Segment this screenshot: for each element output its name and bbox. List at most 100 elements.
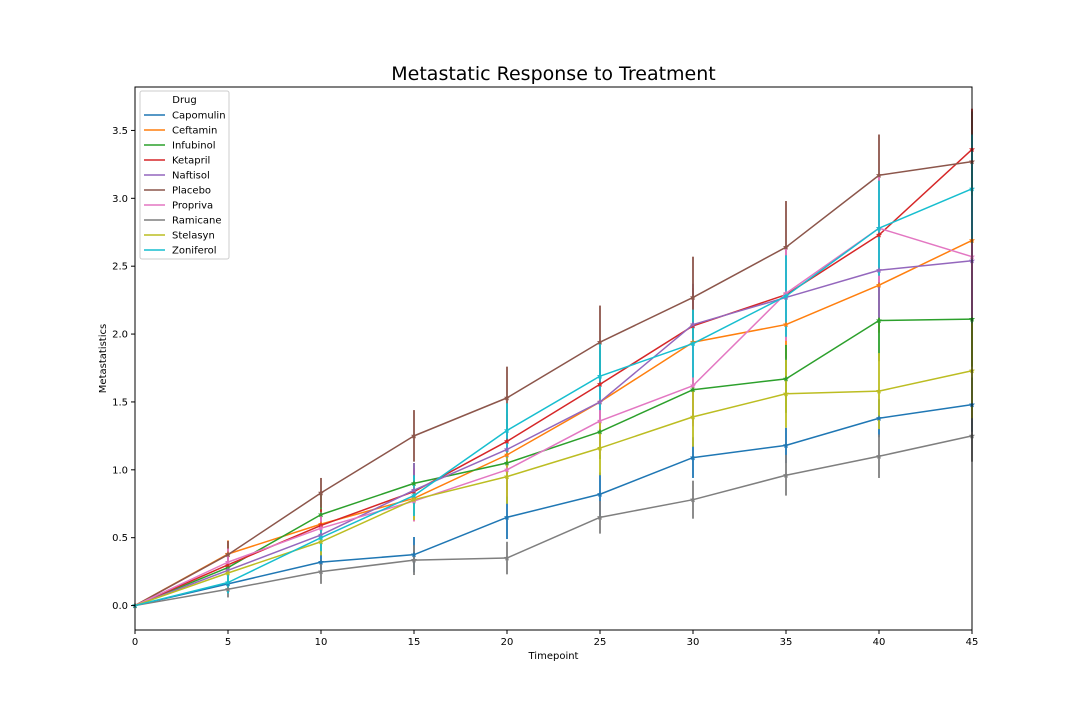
legend-label: Propriva bbox=[172, 201, 213, 212]
data-point bbox=[596, 339, 604, 345]
data-point bbox=[317, 534, 325, 541]
data-point bbox=[596, 417, 604, 424]
chart-title: Metastatic Response to Treatment bbox=[391, 63, 715, 85]
legend-label: Naftisol bbox=[172, 171, 210, 182]
data-point bbox=[596, 491, 604, 497]
legend-entry-ceftamin: Ceftamin bbox=[144, 126, 217, 137]
data-point bbox=[689, 382, 697, 389]
x-tick-label: 10 bbox=[315, 637, 328, 648]
data-point bbox=[689, 294, 697, 300]
legend-label: Ceftamin bbox=[172, 126, 217, 137]
legend-entry-stelasyn: Stelasyn bbox=[144, 231, 215, 242]
data-point bbox=[782, 390, 790, 397]
data-point bbox=[689, 496, 697, 503]
axes-frame bbox=[134, 86, 973, 631]
data-point bbox=[689, 413, 697, 420]
data-point bbox=[503, 459, 511, 466]
y-tick-label: 3.5 bbox=[112, 126, 128, 137]
legend-label: Ramicane bbox=[172, 216, 222, 227]
legend-entry-ramicane: Ramicane bbox=[144, 216, 222, 227]
data-point bbox=[410, 492, 418, 499]
plot-area bbox=[131, 108, 976, 609]
legend-box bbox=[139, 90, 230, 260]
data-point bbox=[503, 438, 511, 444]
data-point bbox=[410, 480, 418, 486]
data-point bbox=[503, 554, 511, 561]
data-point bbox=[875, 317, 883, 324]
x-tick-label: 5 bbox=[225, 637, 231, 648]
legend-label: Zoniferol bbox=[172, 246, 217, 257]
legend-entry-placebo: Placebo bbox=[144, 186, 211, 197]
data-point bbox=[782, 243, 790, 250]
series-line-propriva bbox=[134, 227, 973, 607]
legend-entry-zoniferol: Zoniferol bbox=[144, 246, 217, 257]
data-point bbox=[317, 538, 325, 545]
data-point bbox=[596, 372, 604, 379]
data-point bbox=[875, 267, 883, 273]
data-point bbox=[410, 486, 418, 493]
series-line-ramicane bbox=[134, 435, 973, 607]
data-point bbox=[410, 551, 418, 558]
x-tick-label: 30 bbox=[687, 637, 700, 648]
legend: Drug Capomulin Ceftamin Infubinol Ketapril N… bbox=[139, 90, 230, 260]
legend-label: Capomulin bbox=[172, 111, 226, 122]
series-line-naftisol bbox=[134, 260, 973, 607]
data-point bbox=[224, 569, 232, 576]
data-point bbox=[224, 551, 232, 558]
data-point bbox=[410, 432, 418, 439]
legend-title: Drug bbox=[172, 95, 197, 106]
x-tick-label: 0 bbox=[132, 637, 138, 648]
x-tick-label: 25 bbox=[594, 637, 607, 648]
legend-entry-naftisol: Naftisol bbox=[144, 171, 210, 182]
y-tick-label: 1.0 bbox=[112, 465, 128, 476]
data-point bbox=[317, 511, 325, 518]
data-point bbox=[410, 496, 418, 503]
data-point bbox=[875, 172, 883, 178]
data-point bbox=[503, 514, 511, 520]
y-axis-label: Metastatistics bbox=[98, 324, 109, 393]
series-line-capomulin bbox=[134, 403, 973, 607]
series-line-infubinol bbox=[134, 318, 973, 607]
y-tick-label: 1.5 bbox=[112, 397, 128, 408]
legend-label: Placebo bbox=[172, 186, 211, 197]
data-point bbox=[317, 489, 325, 496]
data-point bbox=[875, 224, 883, 231]
data-point bbox=[503, 473, 511, 480]
data-point bbox=[503, 427, 511, 434]
legend-entry-capomulin: Capomulin bbox=[144, 111, 226, 122]
legend-entry-ketapril: Ketapril bbox=[144, 156, 210, 167]
series-line-zoniferol bbox=[134, 188, 973, 607]
data-point bbox=[596, 381, 604, 387]
data-point bbox=[317, 568, 325, 575]
data-point bbox=[782, 472, 790, 478]
data-point bbox=[503, 451, 511, 458]
y-tick-label: 0.0 bbox=[112, 601, 128, 612]
data-point bbox=[596, 398, 604, 405]
y-tick-label: 2.5 bbox=[112, 262, 128, 273]
data-point bbox=[875, 415, 883, 421]
legend-label: Ketapril bbox=[172, 156, 210, 167]
data-point bbox=[317, 524, 325, 531]
data-point bbox=[224, 561, 232, 568]
data-point bbox=[875, 387, 883, 394]
data-point bbox=[782, 442, 790, 448]
data-point bbox=[875, 453, 883, 459]
data-point bbox=[875, 282, 883, 288]
legend-label: Stelasyn bbox=[172, 231, 215, 242]
data-point bbox=[689, 340, 697, 347]
data-point bbox=[410, 556, 418, 563]
data-point bbox=[224, 586, 232, 592]
data-point bbox=[782, 292, 790, 299]
data-point bbox=[782, 321, 790, 328]
legend-entry-propriva: Propriva bbox=[144, 201, 213, 212]
data-point bbox=[317, 558, 325, 565]
legend-entry-infubinol: Infubinol bbox=[144, 141, 216, 152]
y-tick-label: 3.0 bbox=[112, 194, 128, 205]
data-point bbox=[596, 514, 604, 520]
data-point bbox=[689, 454, 697, 461]
axis-ticks: 0 5 10 15 20 25 30 35 40 45 0.0 0.5 1.0 1.5 2.0 2.5 3.0 3… bbox=[112, 126, 978, 648]
x-tick-label: 35 bbox=[780, 637, 793, 648]
data-point bbox=[596, 428, 604, 435]
x-tick-label: 45 bbox=[966, 637, 979, 648]
